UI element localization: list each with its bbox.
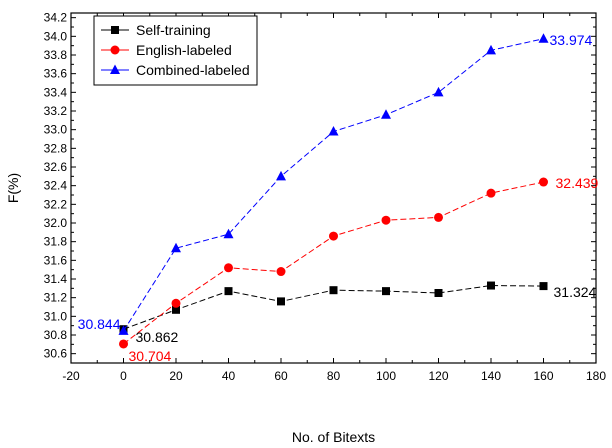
x-axis-title: No. of Bitexts: [292, 429, 375, 445]
x-tick-label: 20: [169, 369, 183, 383]
x-tick-label: -20: [62, 369, 80, 383]
x-tick-label: 40: [222, 369, 236, 383]
y-tick-label: 32.8: [44, 141, 68, 155]
series-marker: [119, 339, 128, 349]
series-marker: [487, 281, 495, 290]
y-tick-label: 31.6: [44, 253, 68, 267]
series-marker: [224, 287, 233, 296]
series-marker: [328, 126, 339, 136]
series-marker: [223, 228, 234, 239]
y-tick-label: 34.0: [44, 29, 68, 43]
series-line: [123, 181, 544, 345]
series-marker: [277, 297, 285, 306]
legend-label: English-labeled: [136, 42, 232, 58]
series-marker: [118, 325, 129, 335]
y-tick-label: 30.8: [44, 328, 68, 342]
series-group: [118, 33, 549, 335]
series-marker: [276, 170, 286, 181]
series-group: [119, 177, 548, 349]
x-tick-label: 0: [120, 369, 127, 383]
series-marker: [538, 33, 549, 43]
series-marker: [434, 212, 443, 222]
x-tick-label: 60: [274, 369, 288, 383]
series-marker: [329, 231, 338, 241]
y-tick-label: 33.0: [44, 123, 68, 137]
y-tick-label: 32.4: [44, 179, 68, 193]
y-tick-label: 31.8: [44, 235, 68, 249]
series-marker: [171, 242, 181, 253]
annotation-layer: 30.844 30.862 30.704 31.324 32.439 33.974: [78, 32, 599, 364]
series-marker: [486, 44, 496, 55]
series-marker: [539, 177, 548, 187]
y-tick-label: 32.0: [44, 216, 68, 230]
series-layer: [118, 33, 549, 349]
series-marker: [539, 282, 548, 291]
y-tick-label: 34.2: [44, 11, 68, 25]
x-tick-label: 100: [376, 369, 396, 383]
series-marker: [276, 267, 286, 277]
y-tick-label: 31.2: [44, 291, 68, 305]
y-tick-label: 33.8: [44, 48, 68, 62]
y-tick-label: 32.2: [44, 197, 68, 211]
series-marker: [224, 263, 233, 273]
series-marker: [381, 215, 391, 225]
y-tick-label: 33.4: [44, 85, 68, 99]
series-marker: [172, 305, 180, 314]
y-tick-label: 33.6: [44, 67, 68, 81]
y-tick-label: 31.4: [44, 272, 68, 286]
y-axis: 30.6 30.8 31.0 31.2 31.4 31.6 31.8 32.0 32.2 32.4…: [44, 11, 596, 364]
data-label: 31.324: [554, 284, 597, 300]
series-marker: [111, 26, 119, 34]
y-tick-label: 32.6: [44, 160, 68, 174]
series-marker: [110, 45, 120, 55]
series-marker: [433, 86, 444, 97]
x-tick-label: 80: [327, 369, 341, 383]
series-marker: [382, 287, 390, 296]
x-tick-label: 120: [428, 369, 448, 383]
y-tick-label: 30.6: [44, 347, 68, 361]
data-label: 30.862: [136, 329, 179, 345]
series-marker: [171, 298, 181, 308]
data-label: 30.844: [78, 316, 121, 332]
x-tick-label: 180: [586, 369, 606, 383]
data-label: 32.439: [556, 175, 599, 191]
data-label: 30.704: [129, 348, 172, 364]
y-tick-label: 33.2: [44, 104, 68, 118]
series-marker: [434, 289, 443, 297]
legend: Self-training English-labeled Combined-lab…: [93, 15, 258, 86]
series-group: [119, 281, 548, 334]
series-marker: [110, 64, 120, 74]
data-label: 33.974: [550, 32, 593, 48]
series-marker: [329, 286, 338, 295]
legend-label: Combined-labeled: [136, 62, 250, 78]
series-marker: [486, 188, 496, 198]
y-axis-title: F(%): [5, 173, 21, 203]
x-axis: -20 0 20 40 60 80 100 120 140 160 180: [62, 13, 606, 383]
x-tick-label: 160: [533, 369, 553, 383]
legend-label: Self-training: [136, 22, 211, 38]
x-tick-label: 140: [481, 369, 501, 383]
y-tick-label: 31.0: [44, 309, 68, 323]
series-marker: [381, 109, 391, 119]
